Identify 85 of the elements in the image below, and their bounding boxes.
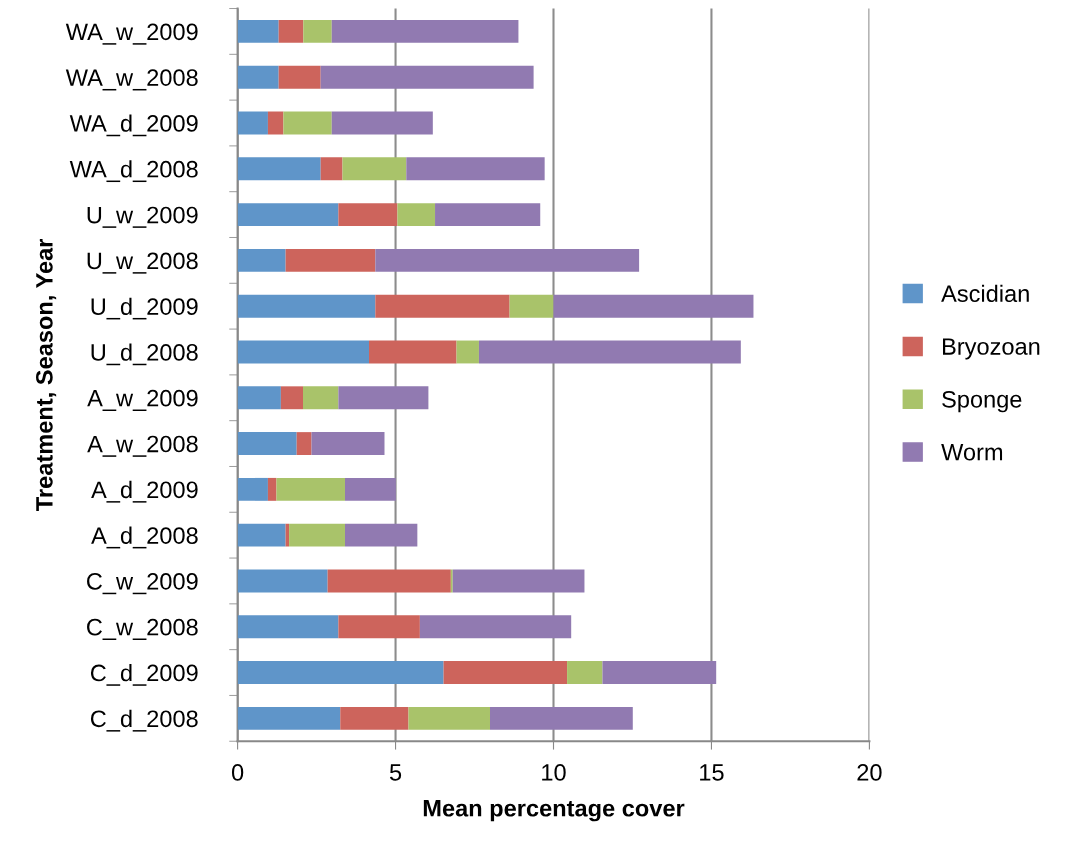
bar	[296, 432, 312, 456]
legend-label: Worm	[941, 444, 1003, 461]
bar	[342, 157, 407, 181]
y-tick-label: A_d_2008	[91, 526, 198, 549]
bar	[237, 157, 321, 181]
bar	[331, 19, 519, 43]
bar	[237, 706, 341, 730]
bar	[369, 340, 457, 364]
bar	[419, 615, 572, 639]
legend-label: Sponge	[942, 390, 1022, 413]
bar	[285, 248, 376, 272]
bar	[331, 111, 433, 135]
bar	[375, 294, 510, 318]
y-tick-label: WA_w_2008	[65, 69, 198, 91]
x-axis-title: Mean percentage cover	[423, 800, 685, 822]
bar	[278, 65, 321, 89]
x-tick-label: 5	[389, 764, 402, 781]
bar	[553, 294, 754, 318]
bar	[280, 386, 303, 410]
bar	[408, 706, 490, 730]
y-tick-label: U_w_2008	[87, 252, 198, 274]
bar	[345, 523, 418, 547]
y-tick-label: A_w_2008	[87, 435, 198, 457]
bar	[237, 569, 328, 593]
bar	[237, 248, 286, 272]
bar	[237, 386, 281, 410]
bar	[509, 294, 554, 318]
y-axis-title: Treatment, Season, Year	[36, 238, 57, 511]
bar	[567, 661, 603, 684]
bar	[338, 386, 429, 410]
y-tick-label: WA_d_2009	[69, 114, 198, 137]
bar	[397, 203, 436, 227]
y-tick-label: U_d_2008	[91, 343, 198, 366]
x-tick-label: 20	[857, 764, 882, 781]
x-tick-label: 10	[542, 764, 566, 781]
bar	[267, 477, 277, 501]
bar	[345, 477, 396, 501]
y-tick-label: U_d_2009	[91, 297, 198, 320]
bar	[237, 523, 286, 547]
bar	[276, 477, 346, 501]
bar	[338, 615, 420, 639]
bar	[283, 111, 332, 135]
y-tick-label: C_w_2008	[87, 618, 198, 640]
y-tick-label: WA_d_2008	[69, 160, 198, 183]
bar	[302, 386, 339, 410]
bar	[452, 569, 585, 593]
bar	[320, 65, 534, 89]
y-tick-label: C_d_2009	[90, 663, 198, 686]
bar	[237, 65, 279, 89]
y-tick-label: WA_w_2009	[65, 23, 198, 45]
bar	[311, 432, 385, 456]
bar	[443, 661, 568, 684]
y-tick-label: U_w_2009	[87, 206, 198, 228]
bar	[490, 706, 633, 730]
bar	[303, 19, 332, 43]
bar	[237, 203, 339, 227]
bar	[289, 523, 346, 547]
bar	[278, 19, 304, 43]
x-tick-label: 15	[700, 764, 724, 781]
bar	[406, 157, 545, 181]
bar	[237, 432, 297, 456]
bar	[375, 248, 640, 272]
bar	[237, 294, 376, 318]
bar	[237, 111, 268, 135]
bar	[456, 340, 479, 364]
y-tick-label: C_d_2008	[90, 709, 198, 732]
legend-label: Bryozoan	[943, 338, 1040, 360]
bar	[237, 477, 268, 501]
bar	[340, 706, 409, 730]
bar	[237, 340, 370, 364]
bar	[320, 157, 343, 181]
bar	[237, 661, 444, 684]
bar	[602, 661, 717, 684]
bar	[478, 340, 741, 364]
bar	[327, 569, 451, 593]
bar	[237, 19, 279, 43]
bar	[267, 111, 284, 135]
bar	[435, 203, 541, 227]
x-tick-label: 0	[231, 764, 244, 781]
y-tick-label: C_w_2009	[87, 573, 198, 595]
legend-label: Ascidian	[941, 284, 1029, 303]
bar	[237, 615, 339, 639]
y-tick-label: A_w_2009	[87, 389, 198, 412]
bar	[338, 203, 398, 227]
y-tick-label: A_d_2009	[91, 480, 198, 503]
